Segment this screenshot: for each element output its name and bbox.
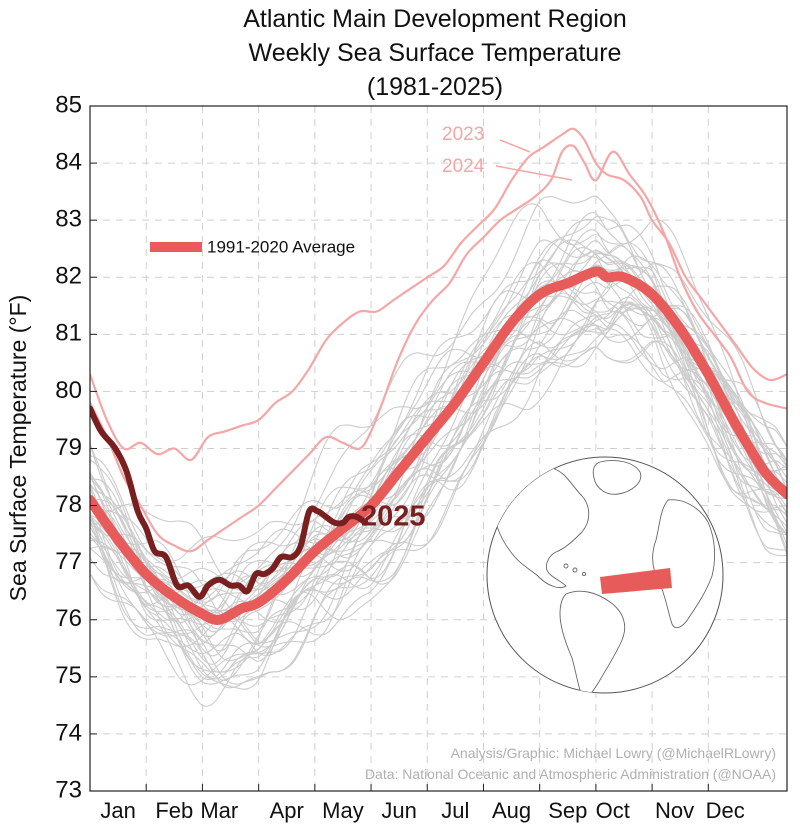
historical-year-line bbox=[90, 340, 787, 689]
x-axis: Jan Feb Mar Apr May Jun Jul Aug Sep Oct Nov Dec bbox=[100, 784, 745, 823]
y-axis-label: Sea Surface Temperature (°F) bbox=[5, 295, 31, 602]
y-tick-label: 75 bbox=[55, 662, 82, 689]
y-tick-label: 82 bbox=[55, 263, 82, 290]
x-tick-label: Mar bbox=[200, 798, 238, 823]
historical-year-line bbox=[90, 218, 787, 603]
historical-year-line bbox=[90, 302, 787, 681]
legend-label-average: 1991-2020 Average bbox=[207, 237, 355, 256]
historical-year-line bbox=[90, 247, 787, 626]
x-tick-label: Oct bbox=[596, 798, 630, 823]
x-tick-label: Apr bbox=[270, 798, 304, 823]
south-america-shape bbox=[559, 590, 626, 693]
y-tick-label: 74 bbox=[55, 719, 82, 746]
historical-year-line bbox=[90, 304, 787, 690]
x-tick-label: May bbox=[322, 798, 364, 823]
annotation-2024-leader bbox=[495, 165, 573, 181]
x-tick-label: Dec bbox=[706, 798, 745, 823]
y-tick-label: 76 bbox=[55, 605, 82, 632]
historical-year-line bbox=[90, 259, 787, 627]
x-tick-label: Jan bbox=[100, 798, 135, 823]
credit-analysis: Analysis/Graphic: Michael Lowry (@Michae… bbox=[451, 745, 776, 761]
chart-title-line-1: Atlantic Main Development Region bbox=[243, 5, 627, 33]
x-tick-label: Jun bbox=[381, 798, 416, 823]
legend: 1991-2020 Average bbox=[150, 237, 355, 256]
annotation-2025: 2025 bbox=[361, 501, 426, 533]
historical-year-line bbox=[90, 309, 787, 657]
historical-year-line bbox=[90, 272, 787, 673]
x-tick-label: Sep bbox=[548, 798, 587, 823]
annotation-2023-leader bbox=[499, 139, 531, 153]
historical-year-line bbox=[90, 310, 787, 686]
x-tick-label: Nov bbox=[655, 798, 694, 823]
greenland-shape bbox=[592, 460, 642, 495]
x-tick-label: Jul bbox=[441, 798, 469, 823]
chart-title-line-2: Weekly Sea Surface Temperature bbox=[249, 39, 622, 67]
historical-year-line bbox=[90, 195, 787, 562]
caribbean-island-3 bbox=[581, 571, 587, 577]
y-tick-label: 85 bbox=[55, 91, 82, 118]
series-line-average bbox=[90, 266, 787, 625]
series-line-2024 bbox=[90, 144, 787, 553]
caribbean-island-2 bbox=[572, 567, 578, 573]
x-tick-label: Aug bbox=[492, 798, 531, 823]
main-development-region bbox=[600, 568, 672, 594]
historical-year-line bbox=[90, 203, 787, 585]
y-tick-label: 73 bbox=[55, 776, 82, 803]
annotation-2023: 2023 bbox=[442, 124, 484, 145]
y-tick-label: 77 bbox=[55, 548, 82, 575]
globe-landmasses bbox=[491, 460, 716, 693]
africa-shape bbox=[652, 499, 716, 629]
y-tick-label: 84 bbox=[55, 148, 82, 175]
x-tick-label: Feb bbox=[155, 798, 193, 823]
historical-year-line bbox=[90, 296, 787, 707]
credit-data: Data: National Oceanic and Atmospheric A… bbox=[365, 766, 776, 782]
y-tick-label: 80 bbox=[55, 377, 82, 404]
historical-year-line bbox=[90, 340, 787, 685]
series-line-2025 bbox=[90, 405, 369, 600]
y-tick-label: 79 bbox=[55, 434, 82, 461]
y-tick-label: 78 bbox=[55, 491, 82, 518]
caribbean-island-1 bbox=[563, 563, 569, 569]
historical-year-line bbox=[90, 300, 787, 681]
chart-title-line-3: (1981-2025) bbox=[367, 73, 503, 101]
historical-year-line bbox=[90, 239, 787, 591]
y-tick-label: 81 bbox=[55, 320, 82, 347]
y-axis: 73 74 75 76 77 78 79 80 81 82 83 84 85 bbox=[55, 91, 97, 803]
globe-inset bbox=[486, 456, 724, 694]
historical-year-line bbox=[90, 270, 787, 623]
series-layer bbox=[90, 127, 787, 625]
annotation-2024: 2024 bbox=[442, 156, 485, 177]
y-tick-label: 83 bbox=[55, 206, 82, 233]
